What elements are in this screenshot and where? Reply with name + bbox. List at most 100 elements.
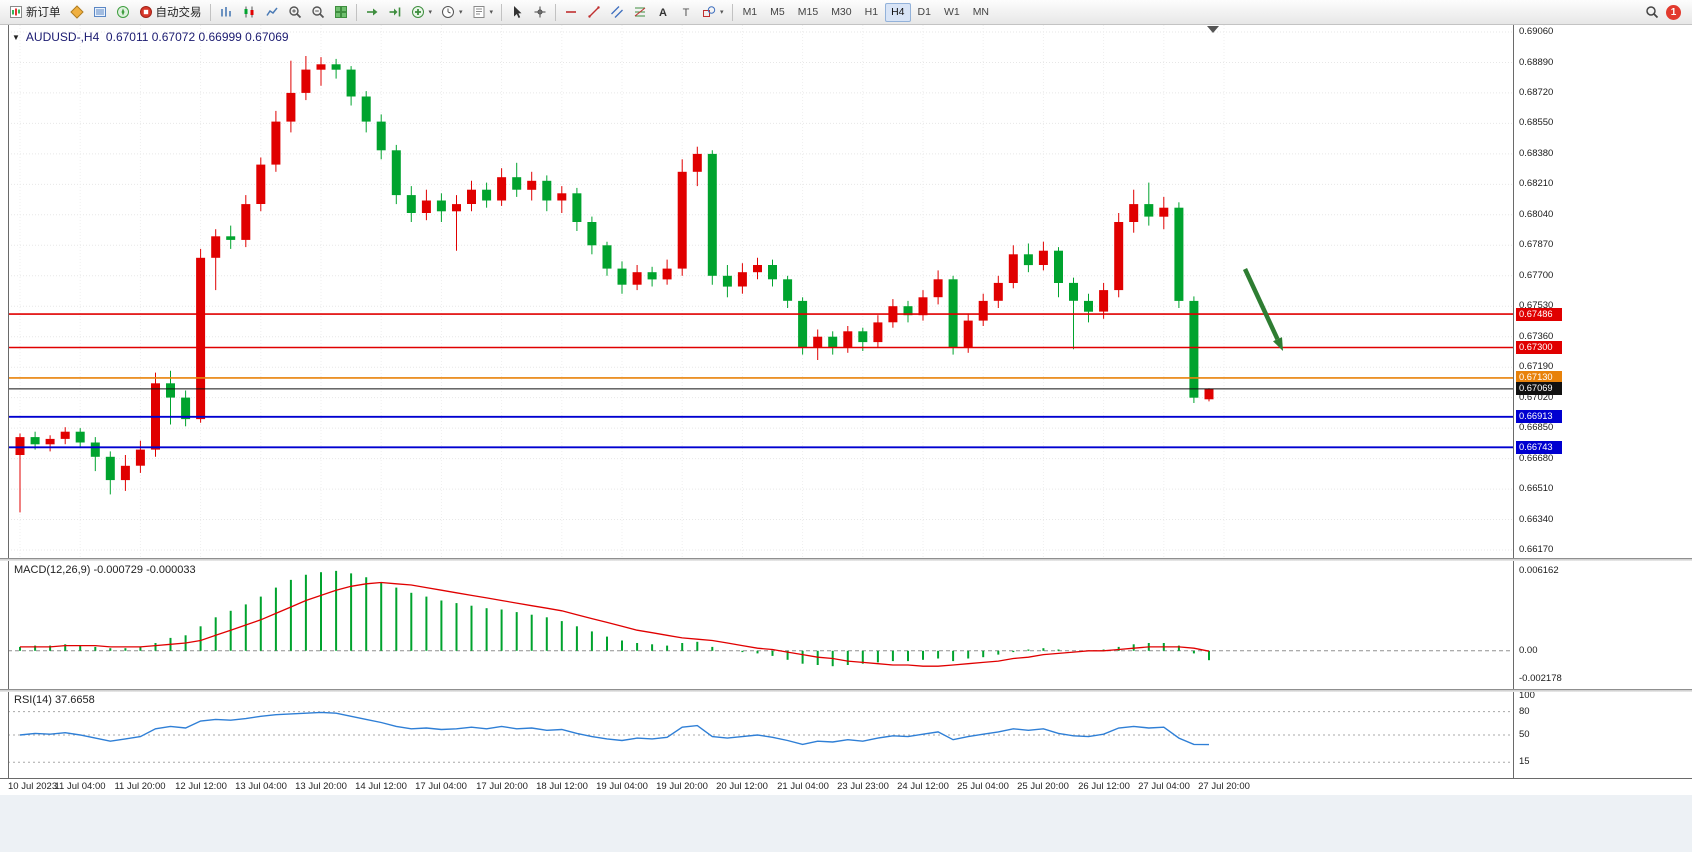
templates-button[interactable]: ▾ (468, 2, 498, 23)
rsi-panel-canvas[interactable] (8, 692, 1514, 778)
toolbar-separator (731, 3, 733, 21)
shapes-button[interactable]: ▾ (698, 2, 728, 23)
timeframe-MN-button[interactable]: MN (967, 3, 995, 22)
svg-text:T: T (683, 7, 690, 19)
zoom-in-icon (288, 5, 302, 19)
bar-chart-button[interactable] (215, 2, 237, 23)
chart-shift-button[interactable] (384, 2, 406, 23)
price-tick-label: 0.68890 (1519, 56, 1554, 68)
label-button[interactable]: T (675, 2, 697, 23)
timeframe-W1-button[interactable]: W1 (938, 3, 966, 22)
fibo-button[interactable] (629, 2, 651, 23)
time-tick-label: 13 Jul 20:00 (295, 781, 347, 792)
time-tick-label: 14 Jul 12:00 (355, 781, 407, 792)
cursor-icon (510, 5, 524, 19)
time-tick-label: 21 Jul 04:00 (777, 781, 829, 792)
text-button[interactable]: A (652, 2, 674, 23)
price-level-tag: 0.67486 (1516, 307, 1562, 321)
time-axis[interactable]: 10 Jul 2023 11 Jul 04:00 11 Jul 20:00 12 Ju… (0, 779, 1692, 795)
price-level-tag: 0.66913 (1516, 410, 1562, 424)
timeframe-label: MN (972, 6, 990, 18)
time-tick-label: 17 Jul 04:00 (415, 781, 467, 792)
tile-windows-button[interactable] (330, 2, 352, 23)
timeframe-M30-button[interactable]: M30 (825, 3, 857, 22)
chart-shift-marker (1207, 26, 1219, 33)
time-tick-label: 12 Jul 12:00 (175, 781, 227, 792)
plot-right-border (1513, 25, 1514, 778)
symbol-dropdown-icon[interactable]: ▼ (12, 32, 20, 42)
periods-button[interactable]: ▾ (437, 2, 467, 23)
caret-down-icon: ▾ (489, 9, 494, 16)
price-tick-label: 0.66850 (1519, 422, 1554, 434)
time-tick-label: 11 Jul 20:00 (114, 781, 166, 792)
current-price-tag: 0.67069 (1516, 382, 1562, 396)
zoom-out-button[interactable] (307, 2, 329, 23)
rsi-axis-label: 15 (1519, 756, 1530, 768)
timeframe-M15-button[interactable]: M15 (792, 3, 824, 22)
market-watch-button[interactable] (66, 2, 88, 23)
toolbar-separator (209, 3, 211, 21)
timeframe-H1-button[interactable]: H1 (859, 3, 884, 22)
macd-panel-canvas[interactable] (8, 561, 1514, 689)
time-tick-label: 25 Jul 20:00 (1017, 781, 1069, 792)
panel-splitter[interactable] (0, 558, 1692, 561)
sell-signal-arrow (1242, 268, 1283, 351)
timeframe-label: M30 (831, 6, 852, 18)
timeframe-label: W1 (943, 6, 960, 18)
macd-label: MACD(12,26,9) -0.000729 -0.000033 (14, 564, 196, 576)
zoom-out-icon (311, 5, 325, 19)
indicators-button[interactable]: ▾ (407, 2, 437, 23)
channel-button[interactable] (606, 2, 628, 23)
hline-button[interactable] (560, 2, 582, 23)
chart-window: ▼ AUDUSD-,H4 0.67011 0.67072 0.66999 0.6… (0, 25, 1692, 852)
price-axis[interactable]: 0.69060 0.68890 0.68720 0.68550 0.68380 0.682… (1514, 25, 1692, 778)
timeframe-M1-button[interactable]: M1 (737, 3, 764, 22)
navigator-icon (116, 5, 130, 19)
line-chart-button[interactable] (261, 2, 283, 23)
crosshair-button[interactable] (529, 2, 551, 23)
price-tick-label: 0.66510 (1519, 483, 1554, 495)
time-tick-label: 10 Jul 2023 (8, 781, 58, 792)
hline-icon (564, 5, 578, 19)
price-tick-label: 0.66680 (1519, 452, 1554, 464)
svg-text:A: A (659, 7, 667, 19)
notification-badge[interactable]: 1 (1666, 4, 1681, 20)
timeframe-M5-button[interactable]: M5 (764, 3, 791, 22)
rsi-axis-label: 50 (1519, 729, 1530, 740)
zoom-in-button[interactable] (284, 2, 306, 23)
chart-shift-icon (388, 5, 402, 19)
time-axis-border (0, 778, 1692, 779)
price-tick-label: 0.68380 (1519, 147, 1554, 159)
autotrade-button[interactable]: 自动交易 (135, 2, 206, 23)
auto-scroll-button[interactable] (361, 2, 383, 23)
time-tick-label: 23 Jul 23:00 (837, 781, 889, 792)
price-tick-label: 0.67530 (1519, 300, 1554, 312)
navigator-button[interactable] (112, 2, 134, 23)
time-tick-label: 20 Jul 12:00 (716, 781, 768, 792)
time-tick-label: 19 Jul 20:00 (656, 781, 708, 792)
trendline-icon (587, 5, 601, 19)
search-button[interactable] (1641, 2, 1663, 23)
candle-chart-button[interactable] (238, 2, 260, 23)
caret-down-icon: ▾ (428, 9, 433, 16)
cursor-button[interactable] (506, 2, 528, 23)
autotrade-button-label: 自动交易 (155, 7, 202, 19)
plot-left-border (8, 25, 9, 778)
rsi-axis-label: 100 (1519, 690, 1535, 701)
price-tick-label: 0.69060 (1519, 26, 1554, 37)
toolbar: 新订单 自动交易 ▾ ▾ ▾ A T ▾ M1 M5 M15 M30 H1 H4 D1 W1 MN 1 (0, 0, 1692, 25)
clock-icon (441, 5, 455, 19)
timeframe-label: H1 (864, 6, 879, 18)
rsi-label: RSI(14) 37.6658 (14, 694, 95, 706)
trendline-button[interactable] (583, 2, 605, 23)
search-icon (1645, 5, 1659, 19)
new-order-button[interactable]: 新订单 (5, 2, 65, 23)
time-tick-label: 13 Jul 04:00 (235, 781, 287, 792)
timeframe-H4-button[interactable]: H4 (885, 2, 911, 22)
timeframe-D1-button[interactable]: D1 (912, 3, 937, 22)
price-chart-canvas[interactable] (8, 25, 1514, 558)
price-tick-label: 0.67700 (1519, 269, 1554, 281)
data-window-button[interactable] (89, 2, 111, 23)
price-tick-label: 0.68550 (1519, 117, 1554, 129)
panel-splitter[interactable] (0, 689, 1692, 692)
